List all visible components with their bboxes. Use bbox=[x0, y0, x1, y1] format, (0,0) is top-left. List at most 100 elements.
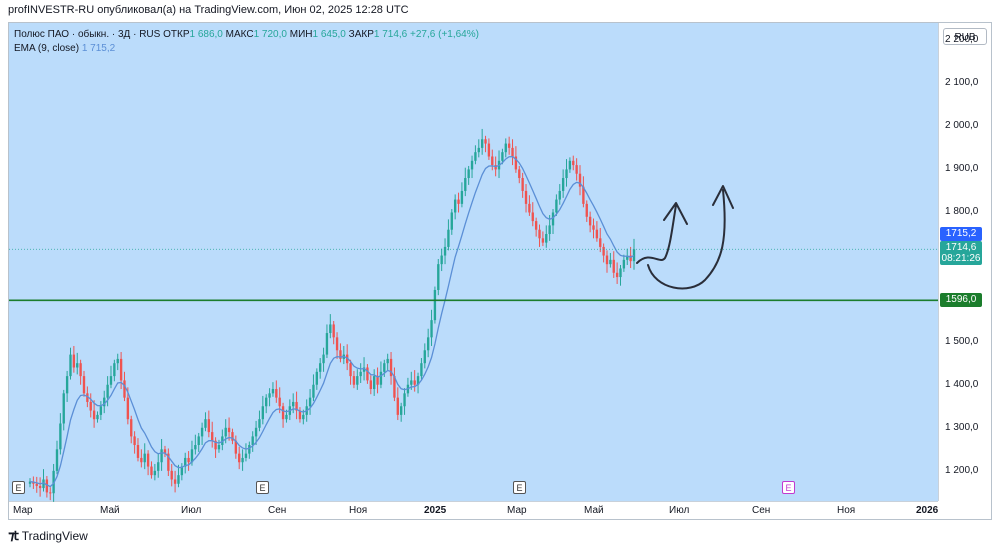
candle-up bbox=[224, 427, 227, 437]
time-tick-label: Сен bbox=[268, 505, 287, 516]
candle-down bbox=[119, 358, 123, 381]
chart-frame bbox=[8, 22, 992, 520]
candle-up bbox=[261, 406, 265, 420]
legend-close-label: ЗАКР bbox=[348, 29, 374, 40]
candle-down bbox=[578, 173, 582, 187]
candle-down bbox=[339, 350, 342, 359]
candle-up bbox=[440, 255, 443, 265]
time-tick-label: Мар bbox=[507, 505, 527, 516]
candle-up bbox=[410, 380, 413, 385]
time-tick-label: Июл bbox=[669, 505, 690, 516]
candle-down bbox=[136, 445, 140, 458]
candle-up bbox=[106, 384, 109, 398]
candle-up bbox=[437, 264, 440, 290]
legend-low-value: 1 645,0 bbox=[312, 29, 346, 40]
currency-button[interactable]: RUB bbox=[943, 28, 987, 45]
ema-line bbox=[29, 156, 635, 488]
time-tick-label: Сен bbox=[752, 505, 771, 516]
candle-up bbox=[622, 259, 626, 269]
candle-up bbox=[251, 436, 254, 446]
candle-up bbox=[561, 178, 565, 191]
candle-down bbox=[534, 221, 538, 230]
candle-down bbox=[332, 324, 335, 338]
candle-down bbox=[521, 178, 524, 191]
candle-down bbox=[494, 165, 497, 170]
candle-up bbox=[545, 234, 548, 243]
candle-up bbox=[460, 190, 464, 204]
candle-up bbox=[109, 376, 113, 385]
candle-down bbox=[187, 457, 190, 463]
level-price-badge: 1596,0 bbox=[940, 293, 982, 308]
tradingview-logo-icon: ⁊𝗍 bbox=[8, 528, 19, 543]
candle-down bbox=[507, 143, 511, 148]
candle-down bbox=[599, 238, 602, 247]
candle-down bbox=[346, 354, 349, 364]
candle-down bbox=[369, 380, 372, 390]
legend-ema-label: EMA (9, close) bbox=[14, 43, 80, 54]
time-tick-label: Ноя bbox=[349, 505, 368, 516]
time-axis[interactable] bbox=[9, 501, 938, 519]
candle-up bbox=[383, 363, 386, 372]
time-tick-label: 2025 bbox=[424, 505, 447, 516]
time-tick-label: Мар bbox=[13, 505, 33, 516]
candle-up bbox=[65, 376, 69, 394]
candle-down bbox=[211, 432, 214, 441]
candle-up bbox=[76, 363, 79, 368]
price-tick-label: 1 400,0 bbox=[945, 378, 979, 390]
candle-up bbox=[322, 354, 325, 364]
candle-up bbox=[177, 475, 180, 484]
candle-down bbox=[541, 238, 545, 243]
candle-up bbox=[632, 249, 636, 262]
time-tick-label: Ноя bbox=[837, 505, 856, 516]
legend-change: +27,6 (+1,64%) bbox=[410, 29, 479, 40]
earnings-event-marker[interactable]: E bbox=[12, 481, 25, 494]
candle-down bbox=[298, 410, 302, 420]
candle-up bbox=[204, 419, 207, 428]
candle-up bbox=[464, 178, 467, 191]
legend-close-value: 1 714,6 bbox=[373, 29, 408, 40]
candle-up bbox=[480, 139, 484, 148]
candle-down bbox=[82, 376, 86, 394]
candle-up bbox=[609, 259, 612, 265]
candle-up bbox=[292, 401, 295, 407]
candle-down bbox=[133, 436, 136, 446]
ema-price-badge-value: 1715,2 bbox=[945, 227, 977, 239]
legend-high-value: 1 720,0 bbox=[253, 29, 287, 40]
candle-down bbox=[588, 216, 592, 226]
axis-corner bbox=[938, 501, 991, 519]
candle-down bbox=[173, 479, 177, 484]
future-earnings-event-marker[interactable]: E bbox=[782, 481, 795, 494]
candle-down bbox=[86, 393, 89, 402]
candle-up bbox=[619, 268, 622, 278]
candle-up bbox=[308, 397, 312, 407]
candle-down bbox=[396, 397, 399, 415]
candle-down bbox=[72, 354, 76, 368]
candle-up bbox=[268, 393, 271, 398]
candle-up bbox=[426, 337, 430, 351]
candle-up bbox=[551, 212, 555, 226]
candle-up bbox=[470, 160, 474, 170]
price-tick-label: 2 100,0 bbox=[945, 77, 979, 89]
chart-legend: Полюс ПАО · обыкн. · 3Д · RUS ОТКР1 686,… bbox=[14, 28, 479, 56]
earnings-event-marker[interactable]: E bbox=[256, 481, 269, 494]
candle-up bbox=[190, 449, 194, 463]
candle-down bbox=[170, 470, 173, 480]
candle-down bbox=[126, 397, 130, 420]
candle-up bbox=[244, 453, 248, 458]
chart-plot-area[interactable] bbox=[9, 23, 938, 501]
candle-down bbox=[389, 358, 393, 377]
candle-up bbox=[217, 445, 221, 450]
earnings-event-marker[interactable]: E bbox=[513, 481, 526, 494]
price-tick-label: 2 000,0 bbox=[945, 120, 979, 132]
candle-up bbox=[356, 376, 359, 385]
footer-brand: TradingView bbox=[21, 529, 88, 543]
candle-down bbox=[238, 453, 241, 463]
candle-down bbox=[413, 380, 416, 385]
candle-up bbox=[312, 384, 315, 398]
candle-down bbox=[349, 363, 352, 377]
candle-up bbox=[399, 406, 403, 415]
candle-down bbox=[45, 479, 49, 493]
time-tick-label: Май bbox=[584, 505, 604, 516]
candle-up bbox=[55, 449, 59, 471]
